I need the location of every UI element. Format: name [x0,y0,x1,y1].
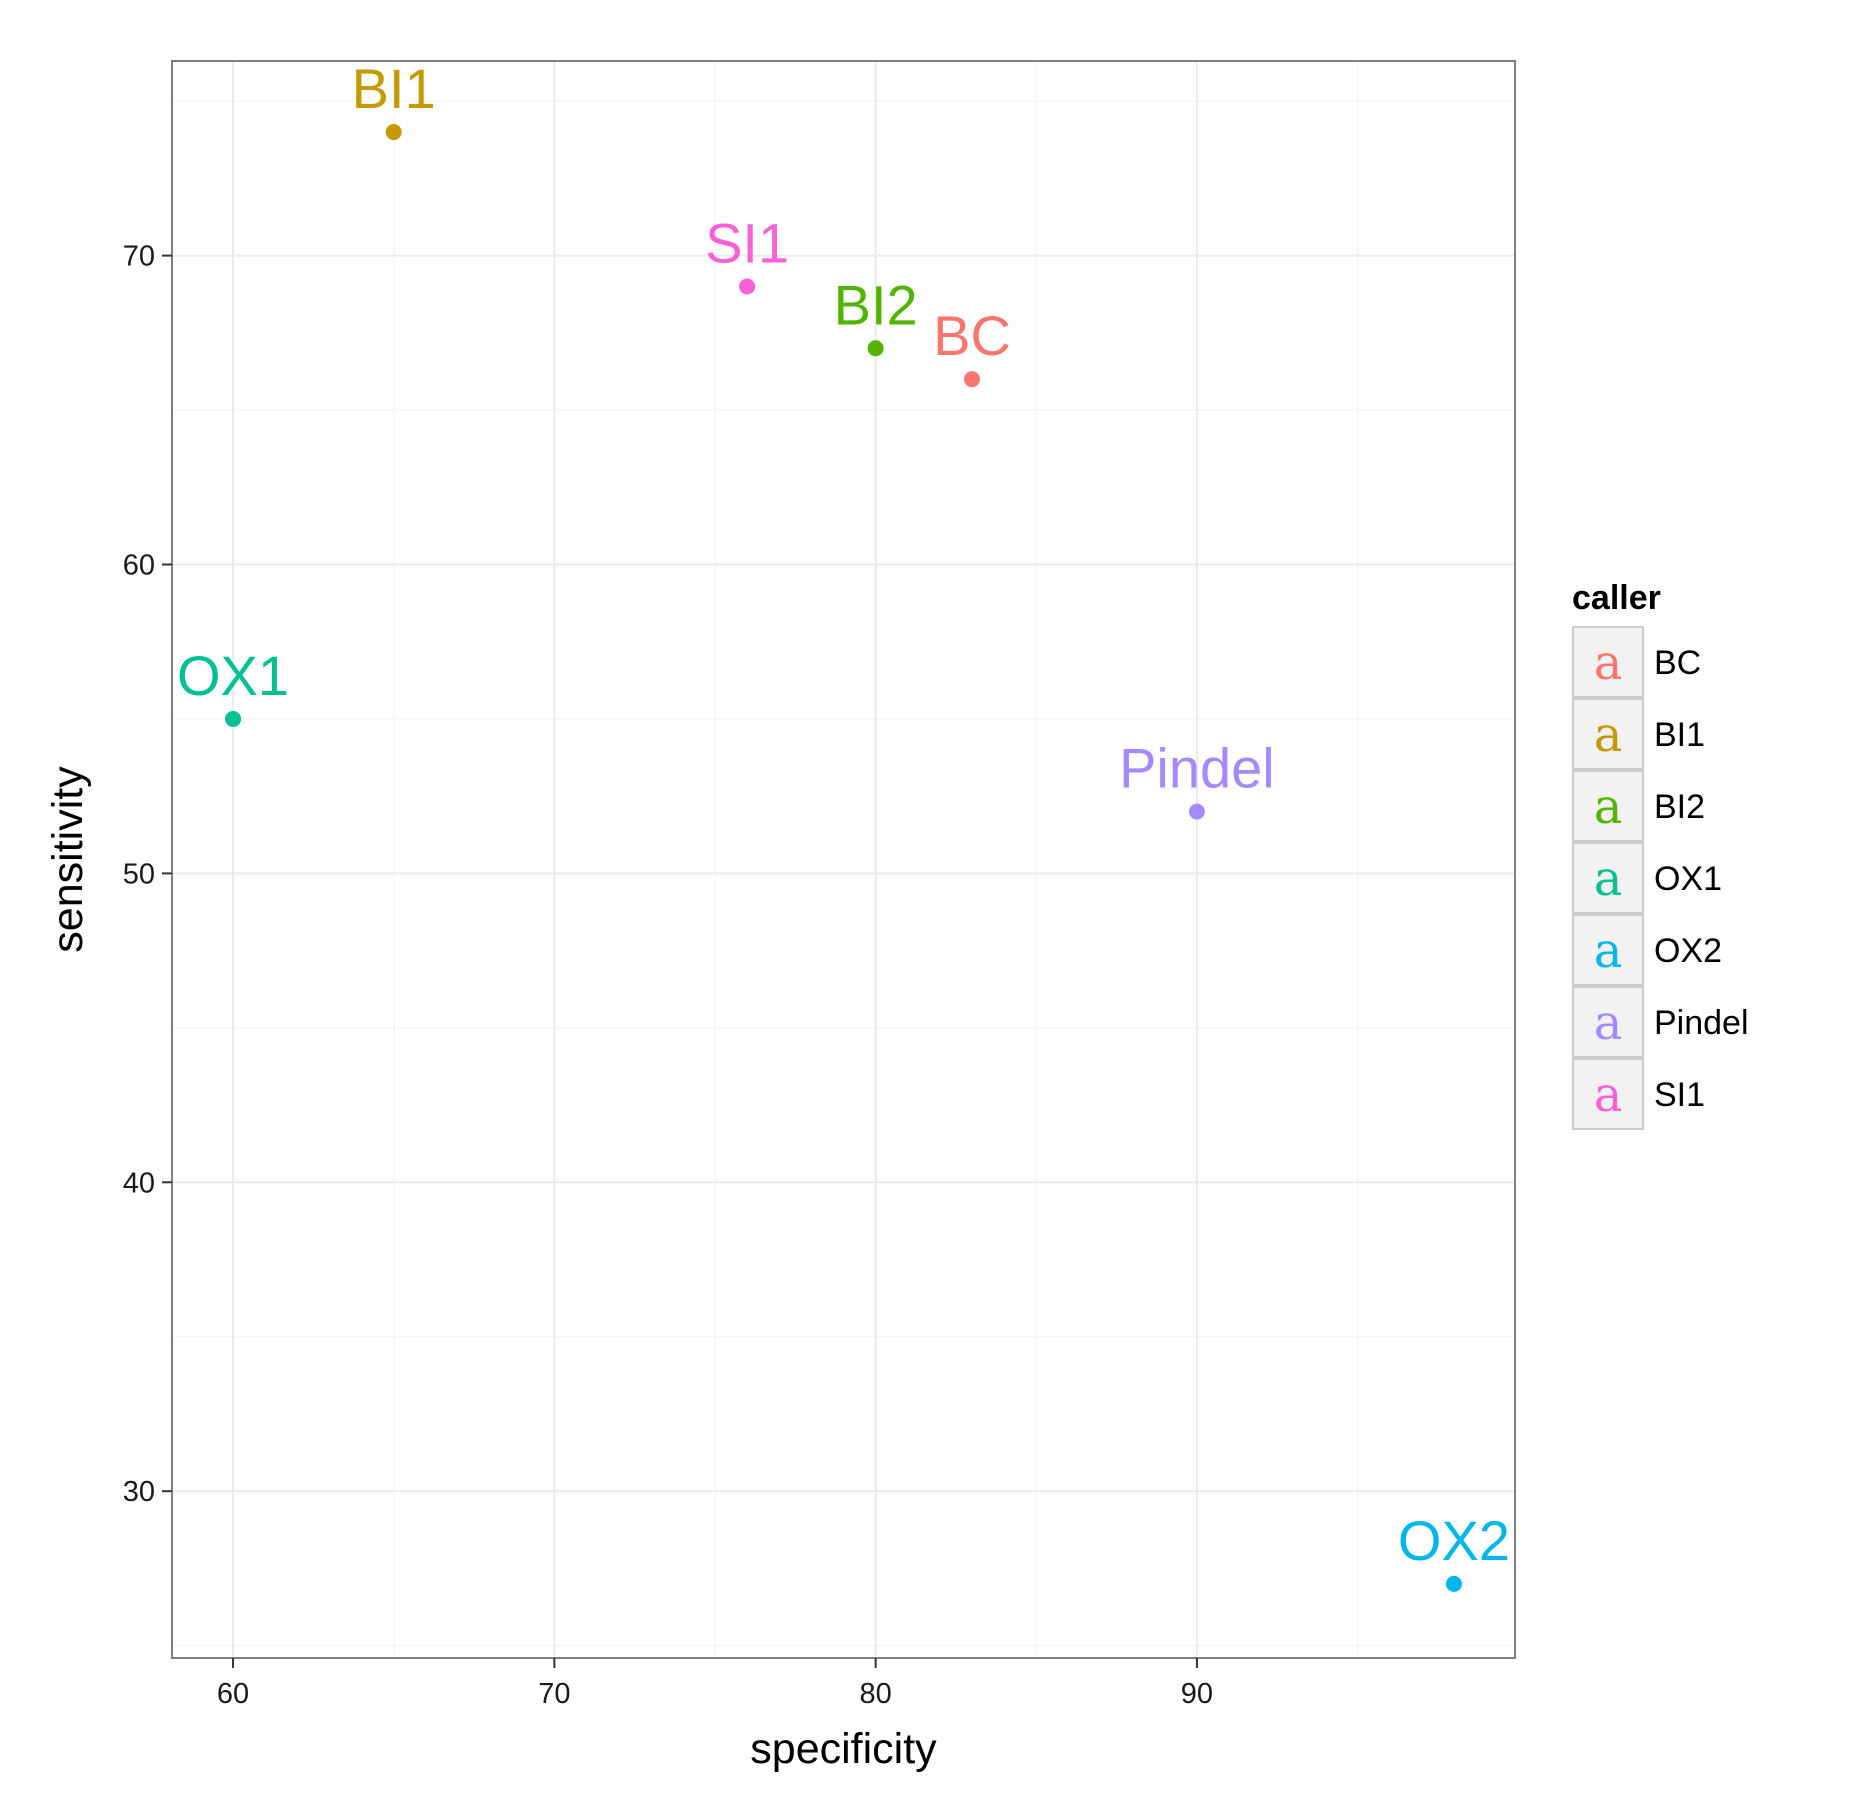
x-tick-label: 90 [1181,1678,1213,1710]
legend-key-glyph: a [1594,995,1623,1051]
legend-label: Pindel [1654,1004,1749,1042]
minor-gridlines [172,61,1515,1658]
legend-label: OX1 [1654,860,1722,898]
legend-key-border [1572,914,1644,986]
legend-key [1572,626,1644,698]
y-tick-label: 50 [123,858,155,890]
data-points [225,124,1462,1592]
legend-key-border [1572,842,1644,914]
x-axis: 60 70 80 90 [217,1658,1213,1710]
data-point [225,710,242,727]
data-point [385,124,402,141]
point-label: OX2 [1398,1509,1510,1572]
plot-panel [172,61,1515,1658]
data-point [739,278,756,295]
legend-key-border [1572,986,1644,1058]
y-tick-label: 70 [123,241,155,273]
legend-key-glyph: a [1594,707,1623,763]
point-label: BI1 [352,57,436,120]
legend-key [1572,1058,1644,1130]
legend-key [1572,842,1644,914]
legend-label: BI1 [1654,716,1705,754]
x-tick-label: 70 [538,1678,570,1710]
point-label: SI1 [705,211,789,274]
legend-label: OX2 [1654,932,1722,970]
y-axis-title: sensitivity [44,766,92,953]
y-tick-label: 30 [123,1476,155,1508]
point-label: OX1 [177,644,289,707]
legend-key [1572,698,1644,770]
x-axis-title: specificity [750,1725,937,1773]
legend-title: caller [1572,579,1661,617]
y-tick-label: 60 [123,550,155,582]
x-tick-label: 60 [217,1678,249,1710]
legend-key-glyph: a [1594,851,1623,907]
legend-key [1572,914,1644,986]
data-point [1445,1575,1462,1592]
legend-key [1572,770,1644,842]
plot-panel-border [171,60,1516,1659]
legend-key-glyph: a [1594,779,1623,835]
legend-label: SI1 [1654,1076,1705,1114]
legend-key-border [1572,698,1644,770]
point-label: BC [933,304,1011,367]
y-tick-label: 40 [123,1167,155,1199]
x-tick-label: 80 [859,1678,891,1710]
point-label: BI2 [834,273,918,336]
legend-key-border [1572,626,1644,698]
legend-key-border [1572,1058,1644,1130]
data-point [1188,803,1205,820]
legend-key [1572,986,1644,1058]
point-label: Pindel [1119,737,1275,800]
legend-key-glyph: a [1594,923,1623,979]
legend-label: BC [1654,644,1701,682]
legend-key-glyph: a [1594,1067,1623,1123]
legend-label: BI2 [1654,788,1705,826]
data-point [964,371,981,388]
y-axis: 30 40 50 60 70 [123,241,172,1508]
data-point [867,340,884,357]
legend-key-border [1572,770,1644,842]
legend-key-glyph: a [1594,635,1623,691]
point-labels: BC BI1 BI2 OX1 OX2 Pindel SI1 [177,57,1510,1572]
major-gridlines [172,61,1515,1658]
